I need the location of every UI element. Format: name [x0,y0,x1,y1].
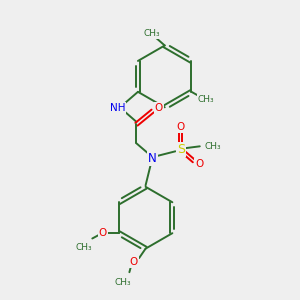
Text: O: O [176,122,185,132]
Text: O: O [195,159,203,169]
Text: N: N [148,152,157,165]
Text: S: S [177,143,184,156]
Text: CH₃: CH₃ [205,142,221,151]
Text: O: O [99,228,107,238]
Text: NH: NH [110,103,125,113]
Text: CH₃: CH₃ [115,278,131,287]
Text: O: O [154,103,163,113]
Text: O: O [130,257,138,267]
Text: CH₃: CH₃ [198,95,214,104]
Text: CH₃: CH₃ [75,243,92,252]
Text: CH₃: CH₃ [143,29,160,38]
